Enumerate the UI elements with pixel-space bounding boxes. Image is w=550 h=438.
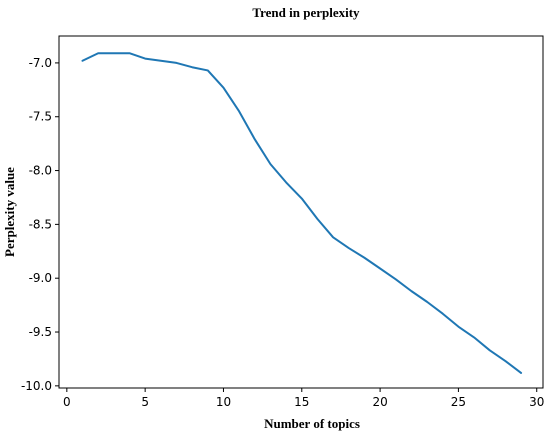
plot-frame (58, 35, 544, 389)
y-tick-label: -8.0 (29, 164, 52, 178)
x-tick-label: 10 (216, 395, 231, 409)
y-tick-label: -7.5 (29, 110, 52, 124)
x-axis: 0 5 10 15 20 25 30 (63, 388, 544, 409)
y-tick-label: -7.0 (29, 56, 52, 70)
y-tick-label: -8.5 (29, 217, 52, 231)
y-tick-label: -9.0 (29, 271, 52, 285)
x-axis-label: Number of topics (264, 416, 360, 431)
x-tick-label: 0 (63, 395, 71, 409)
x-tick-label: 15 (294, 395, 309, 409)
y-axis-label: Perplexity value (2, 167, 17, 257)
y-tick-label: -10.0 (21, 379, 52, 393)
x-tick-label: 5 (141, 395, 149, 409)
x-tick-label: 20 (372, 395, 387, 409)
x-tick-label: 30 (529, 395, 544, 409)
chart-title: Trend in perplexity (252, 5, 360, 20)
y-axis: -7.0 -7.5 -8.0 -8.5 -9.0 -9.5 -10.0 (21, 56, 59, 393)
y-tick-label: -9.5 (29, 325, 52, 339)
x-tick-label: 25 (451, 395, 466, 409)
perplexity-series-line (81, 52, 523, 374)
series-group (81, 52, 523, 374)
